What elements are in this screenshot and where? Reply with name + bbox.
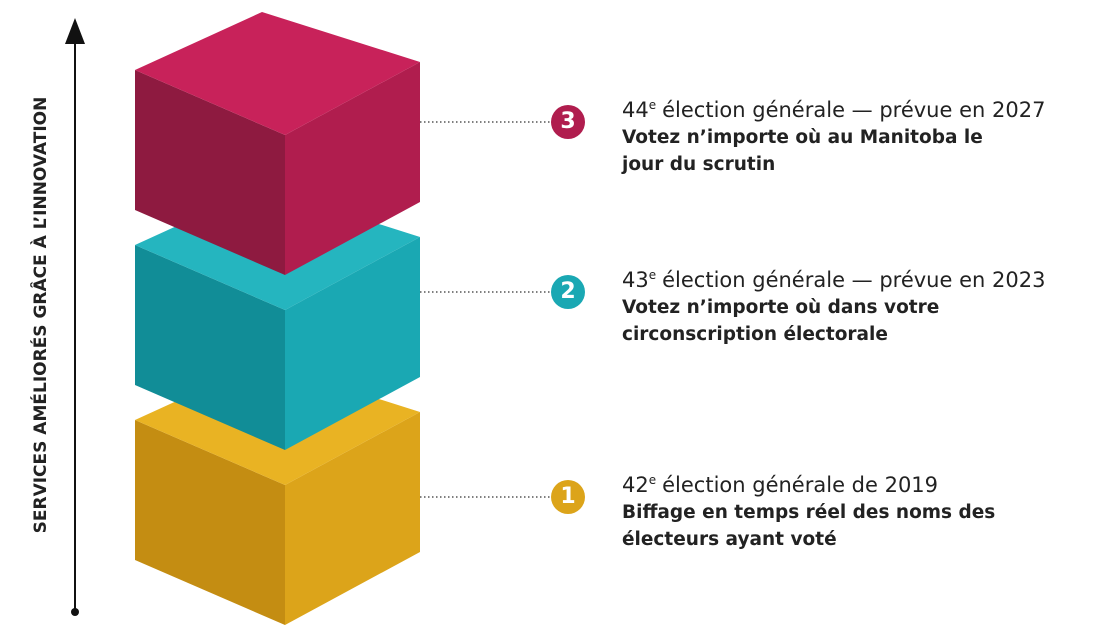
step: 44e élection générale — prévue en 2027 Vo… [622,98,1102,178]
leaders [420,122,550,497]
step-ordinal: 43 [622,268,649,292]
step-description: Votez n’importe où dans votre circonscri… [622,294,1002,348]
infographic: SERVICES AMÉLIORÉS GRÂCE À L’INNOVATION … [0,0,1112,629]
step: 42e élection générale de 2019 Biffage en … [622,473,1102,553]
step-title: élection générale — prévue en 2023 [662,268,1045,292]
axis-label: SERVICES AMÉLIORÉS GRÂCE À L’INNOVATION [31,97,51,534]
step-suffix: e [649,268,656,282]
step-ordinal: 42 [622,473,649,497]
axis-arrow [65,18,85,44]
axis-origin [71,608,79,616]
step-suffix: e [649,98,656,112]
step-ordinal: 44 [622,98,649,122]
step-number: 3 [551,105,585,139]
step-description: Biffage en temps réel des noms des élect… [622,499,1002,553]
step-description: Votez n’importe où au Manitoba le jour d… [622,124,1002,178]
step: 43e élection générale — prévue en 2023 Vo… [622,268,1102,348]
step-title: élection générale — prévue en 2027 [662,98,1045,122]
step-title: élection générale de 2019 [662,473,938,497]
step-number: 1 [551,480,585,514]
step-suffix: e [649,473,656,487]
step-number: 2 [551,275,585,309]
